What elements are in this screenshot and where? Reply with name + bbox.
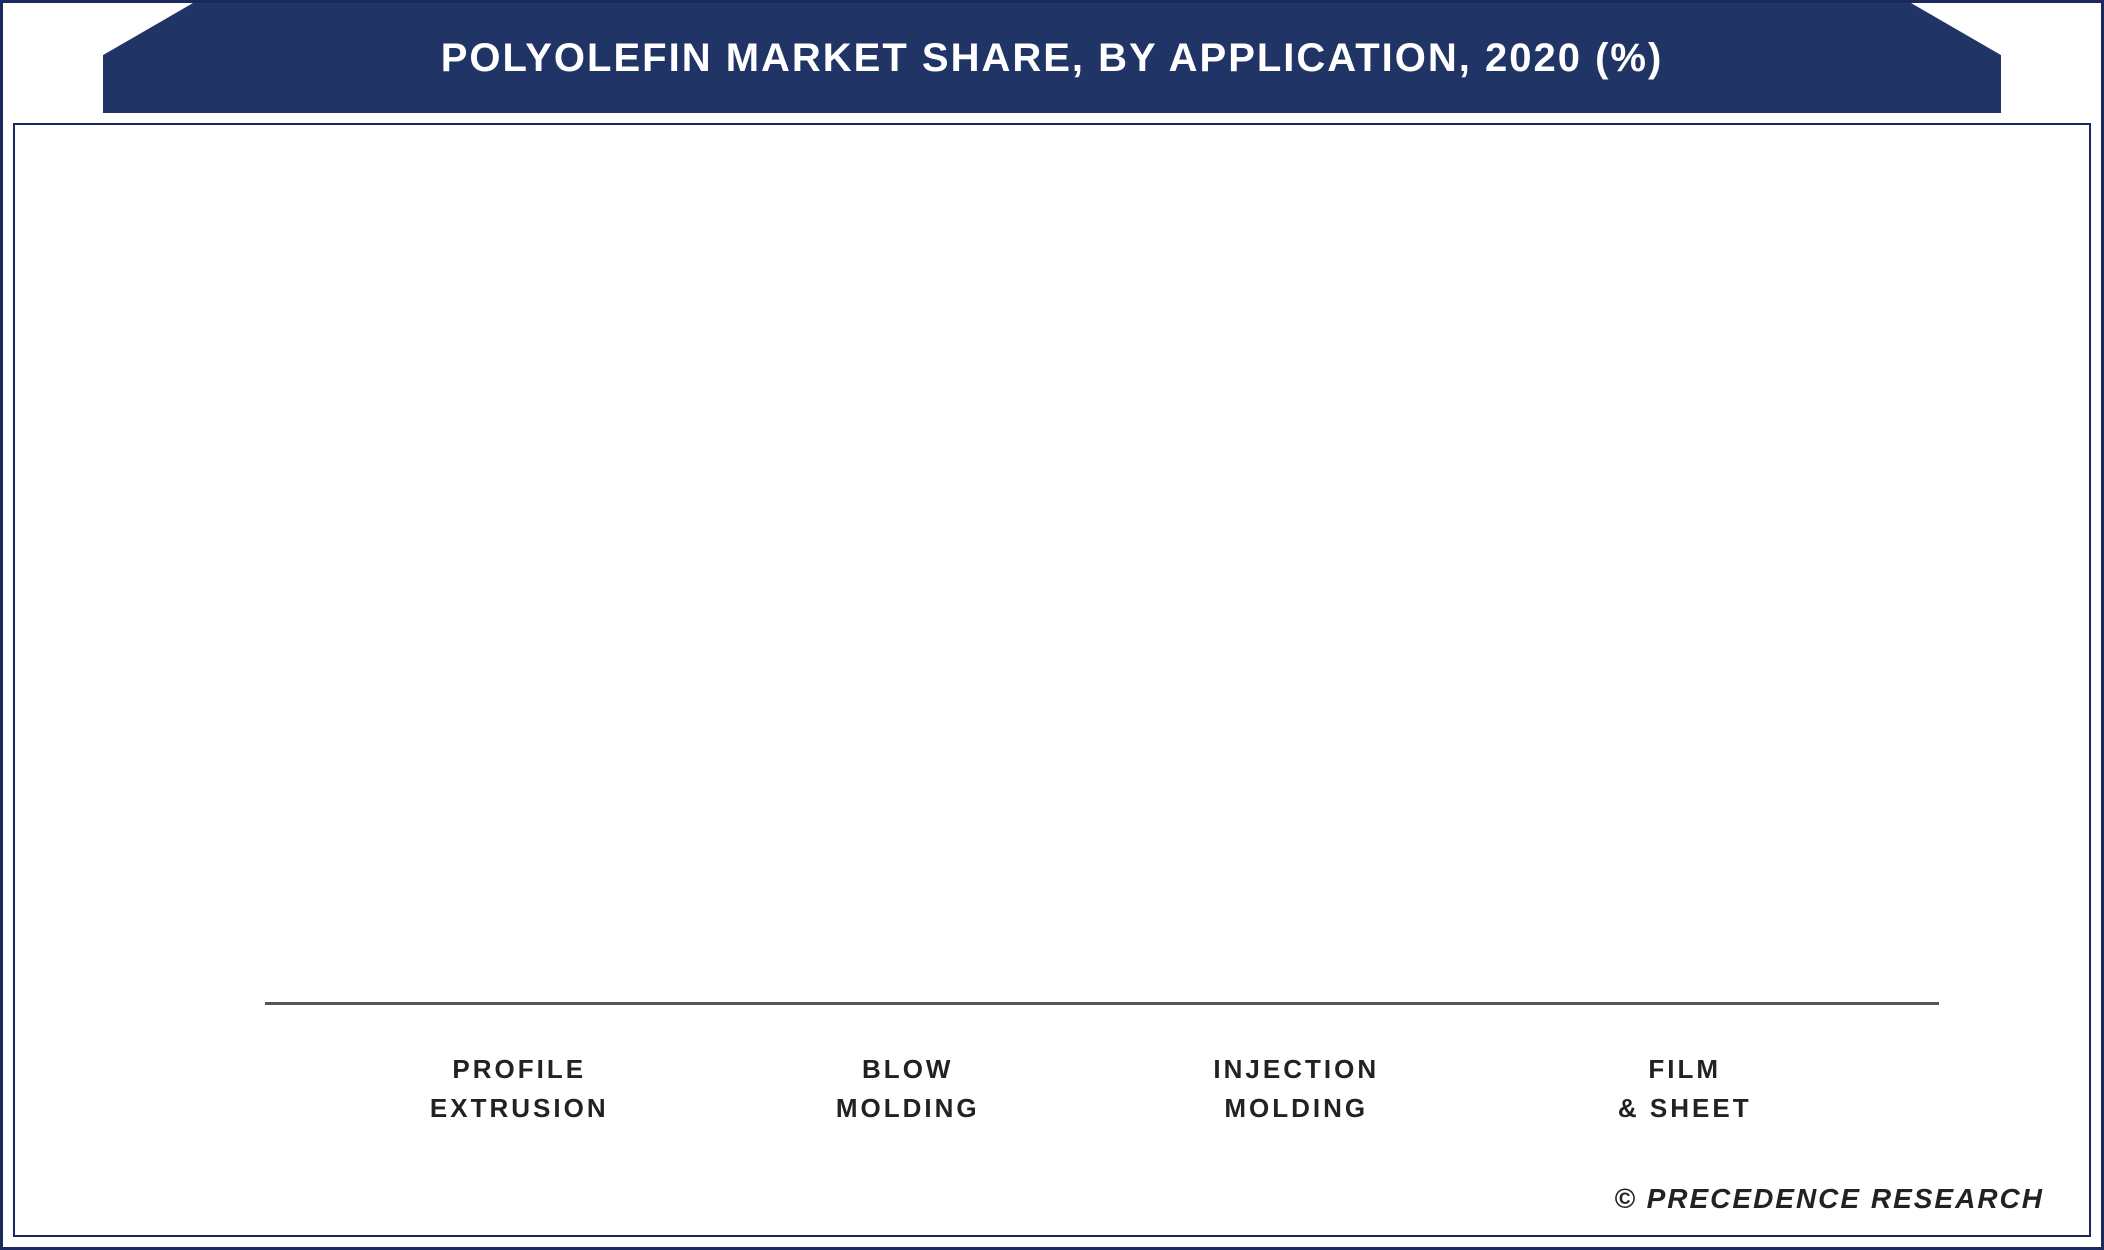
category-label-line1: INJECTION bbox=[1125, 1050, 1467, 1089]
chart-container: POLYOLEFIN MARKET SHARE, BY APPLICATION,… bbox=[0, 0, 2104, 1250]
credit-text: © PRECEDENCE RESEARCH bbox=[1614, 1183, 2044, 1215]
bars-row bbox=[265, 295, 1939, 1005]
header-notch-left bbox=[3, 3, 193, 113]
header-band: POLYOLEFIN MARKET SHARE, BY APPLICATION,… bbox=[3, 3, 2101, 113]
category-label-line1: FILM bbox=[1514, 1050, 1856, 1089]
chart-plot-area: PROFILEEXTRUSIONBLOWMOLDINGINJECTIONMOLD… bbox=[265, 295, 1939, 1005]
category-label-line2: MOLDING bbox=[1125, 1089, 1467, 1128]
category-label-line1: PROFILE bbox=[348, 1050, 690, 1089]
category-label: FILM& SHEET bbox=[1514, 1050, 1856, 1128]
category-label: INJECTIONMOLDING bbox=[1125, 1050, 1467, 1128]
category-label-line2: MOLDING bbox=[737, 1089, 1079, 1128]
x-axis-line bbox=[265, 1002, 1939, 1005]
chart-inner-border: PROFILEEXTRUSIONBLOWMOLDINGINJECTIONMOLD… bbox=[13, 123, 2091, 1237]
category-label-line1: BLOW bbox=[737, 1050, 1079, 1089]
header-notch-right bbox=[1911, 3, 2101, 113]
category-label-line2: EXTRUSION bbox=[348, 1089, 690, 1128]
category-label: PROFILEEXTRUSION bbox=[348, 1050, 690, 1128]
chart-title: POLYOLEFIN MARKET SHARE, BY APPLICATION,… bbox=[441, 36, 1664, 81]
category-label-line2: & SHEET bbox=[1514, 1089, 1856, 1128]
labels-row: PROFILEEXTRUSIONBLOWMOLDINGINJECTIONMOLD… bbox=[265, 1050, 1939, 1128]
category-label: BLOWMOLDING bbox=[737, 1050, 1079, 1128]
